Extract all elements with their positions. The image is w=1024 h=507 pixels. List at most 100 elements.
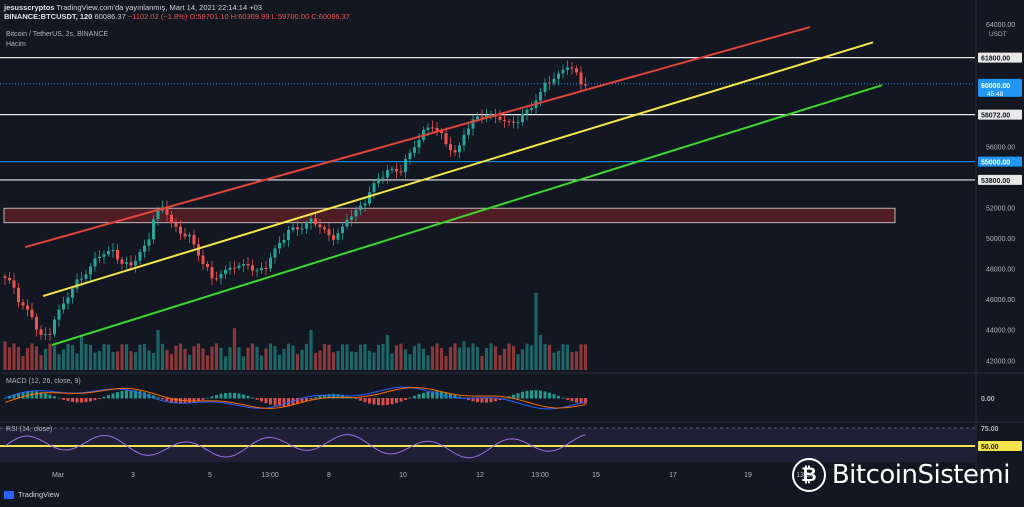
volume-bar [570, 351, 574, 370]
candle-body [449, 144, 452, 151]
volume-bar [538, 334, 543, 370]
volume-bar [574, 351, 579, 370]
volume-bar [304, 343, 309, 370]
candle-body [278, 242, 281, 249]
price-tick-label: 64000.00 [986, 22, 1015, 29]
tradingview-badge[interactable]: TradingView [4, 490, 59, 499]
candle-body [98, 256, 101, 259]
volume-bar [349, 351, 354, 370]
macd-histogram-bar [494, 398, 497, 402]
macd-histogram-bar [161, 398, 164, 400]
macd-histogram-bar [210, 396, 214, 399]
watermark: ₿ BitcoinSistemi [791, 458, 1011, 492]
price-tick-label: 50000.00 [986, 236, 1015, 243]
volume-bar [138, 344, 142, 370]
candle-body [341, 226, 344, 234]
macd-histogram-bar [120, 391, 124, 399]
candle-body [561, 69, 565, 74]
candle-body [152, 219, 155, 240]
candle-body [390, 168, 394, 171]
volume-bar [354, 351, 358, 370]
volume-bar [84, 343, 88, 370]
volume-bar [561, 344, 565, 370]
volume-bar [259, 355, 264, 370]
volume-bar [552, 352, 556, 370]
candle-body [336, 233, 340, 240]
volume-bar [475, 346, 480, 370]
volume-bar [102, 344, 106, 370]
volume-bar [277, 354, 282, 370]
candle-body [575, 68, 578, 73]
candle-body [264, 267, 268, 269]
candle-body [408, 152, 412, 160]
macd-histogram-bar [534, 390, 538, 399]
time-axis-label: 3 [131, 472, 135, 479]
candle-body [404, 159, 407, 173]
price-badge-label: 50.00 [981, 444, 999, 451]
price-badge [978, 80, 1022, 91]
volume-bar [106, 344, 111, 370]
candle-body [399, 171, 403, 173]
candle-body [332, 235, 335, 240]
rsi-line [4, 434, 586, 459]
volume-bar [520, 349, 525, 370]
ohlc-text: O:59701.10 H:60369.99 L:59700.00 C:60086… [189, 12, 350, 21]
candle-body [512, 121, 515, 123]
candle-body [489, 114, 493, 116]
volume-bar [61, 349, 66, 370]
volume-label: Hacim [6, 41, 26, 48]
macd-histogram-bar [399, 398, 403, 402]
candle-body [143, 245, 146, 252]
candle-body [201, 255, 205, 265]
macd-histogram-bar [26, 391, 29, 399]
time-axis-label: 17 [669, 472, 677, 479]
candle-body [120, 259, 124, 264]
candle-body [129, 262, 133, 266]
candle-body [548, 82, 551, 84]
candle-body [62, 303, 65, 310]
candle-body [453, 150, 457, 153]
candle-body [273, 248, 277, 258]
candle-body [543, 82, 547, 92]
macd-histogram-bar [48, 394, 52, 399]
price-badge [978, 174, 1022, 185]
volume-bar [25, 348, 30, 370]
candle-body [237, 265, 241, 268]
candle-body [183, 233, 187, 237]
volume-bar [529, 345, 534, 370]
volume-bar [462, 341, 466, 370]
volume-bar [309, 329, 313, 370]
volume-bar [7, 347, 12, 370]
candle-body [255, 270, 259, 272]
macd-histogram-bar [359, 398, 362, 401]
macd-histogram-bar [219, 393, 223, 399]
time-axis-label: 10 [399, 472, 407, 479]
macd-histogram-bar [485, 398, 488, 403]
volume-bar [16, 346, 21, 370]
macd-histogram-bar [422, 392, 425, 399]
candle-body [156, 210, 160, 220]
candle-body [44, 333, 47, 335]
time-axis-label: 13:00 [531, 472, 549, 479]
volume-bar [448, 346, 453, 370]
volume-bar [556, 350, 561, 370]
macd-histogram-bar [516, 393, 520, 399]
candle-body [350, 216, 353, 220]
candle-body [323, 227, 326, 230]
macd-histogram-bar [390, 398, 394, 405]
candle-body [372, 183, 376, 193]
macd-histogram-bar [129, 390, 133, 399]
volume-bar [30, 343, 34, 370]
macd-histogram-bar [431, 391, 434, 399]
volume-bar [183, 349, 187, 370]
macd-histogram-bar [575, 398, 578, 403]
volume-bar [205, 355, 210, 370]
volume-bar [291, 345, 295, 370]
author-name[interactable]: jesusscryptos [4, 3, 55, 12]
candle-body [138, 251, 142, 261]
volume-bar [129, 351, 133, 370]
volume-bar [151, 353, 156, 370]
macd-histogram-bar [111, 393, 115, 399]
volume-bar [120, 344, 124, 370]
